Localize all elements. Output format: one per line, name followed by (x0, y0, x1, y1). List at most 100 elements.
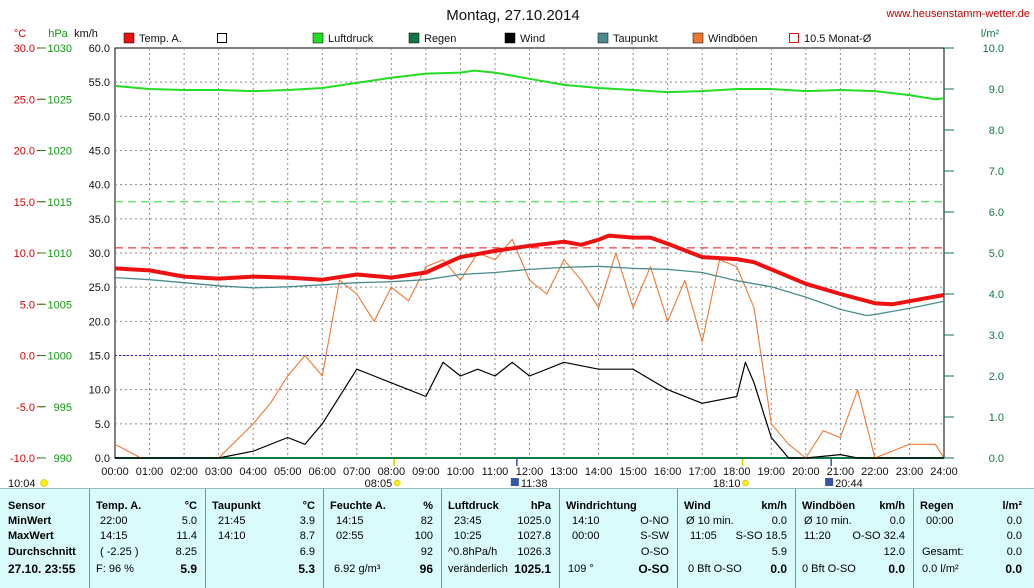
windboeen-unit: km/h (879, 500, 905, 512)
time-tick-label: 00:00 (101, 466, 129, 478)
kmh-tick-label: 60.0 (89, 43, 110, 55)
windrichtung-max-value: S-SW (640, 530, 669, 542)
temp-humidity: F: 96 % (96, 563, 134, 575)
stats-col-wind: Wind km/h Ø 10 min. 0.0 11:05 S-SO 18.5 5.9… (678, 489, 796, 588)
feuchte-absolute: 6.92 g/m³ (334, 563, 381, 575)
windboeen-max-value: O-SO 32.4 (852, 530, 905, 542)
row-label-avg: Durchschnitt (8, 546, 76, 558)
legend-swatch (217, 33, 227, 43)
taupunkt-max-value: 8.7 (299, 530, 315, 542)
stats-col-windboeen: Windböen km/h Ø 10 min. 0.0 11:20 O-SO 32.4… (796, 489, 914, 588)
time-tick-label: 17:00 (688, 466, 716, 478)
windrichtung-current: O-SO (638, 562, 669, 576)
stats-col-feuchte: Feuchte A.% 14:15 82 02:55 100 92 6.92 g/m… (324, 489, 442, 588)
feuchte-min-value: 82 (420, 515, 433, 527)
wind-current: 0.0 (770, 562, 787, 576)
luftdruck-min-time: 23:45 (454, 515, 482, 527)
stats-col-luftdruck: Luftdruck hPa 23:45 1025.0 10:25 1027.8 ^0.… (442, 489, 560, 588)
rain-tick-label: 1.0 (989, 412, 1004, 424)
legend-swatch (312, 32, 324, 44)
luftdruck-unit: hPa (530, 500, 551, 512)
time-tick-label: 09:00 (412, 466, 440, 478)
stats-col-windrichtung: Windrichtung 14:10 O-NO 00:00 S-SW O-SO 10… (560, 489, 678, 588)
weather-chart: Montag, 27.10.2014 www.heusenstamm-wette… (8, 7, 1030, 488)
legend-label: 10.5 Monat-Ø (804, 33, 872, 45)
kmh-tick-label: 45.0 (89, 146, 110, 158)
row-label-min: MinWert (8, 515, 52, 527)
series-line-tempa (114, 233, 945, 307)
temp-tick-label: 25.0 (14, 94, 35, 106)
feuchte-max-value: 100 (414, 530, 433, 542)
moon-icon (510, 478, 519, 486)
hpa-tick-label: 1030 (48, 43, 72, 55)
taupunkt-min-time: 21:45 (218, 515, 246, 527)
time-tick-label: 08:00 (378, 466, 406, 478)
luftdruck-max-time: 10:25 (454, 530, 482, 542)
taupunkt-min-value: 3.9 (299, 515, 315, 527)
grid (115, 48, 944, 458)
hpa-tick-label: 1010 (48, 248, 72, 260)
legend-label: Temp. A. (139, 33, 182, 45)
windrichtung-max-time: 00:00 (572, 530, 600, 542)
temp-tick-label: 15.0 (14, 197, 35, 209)
stats-col-regen: Regen l/m² 00:00 0.0 0.0 Gesamt: 0.0 0.0 l/… (914, 489, 1034, 588)
site-url[interactable]: www.heusenstamm-wetter.de (885, 8, 1030, 20)
legend-swatch (692, 32, 704, 44)
wind-min-note: Ø 10 min. (686, 515, 734, 527)
timestamp: 27.10. 23:55 (8, 562, 76, 576)
kmh-tick-label: 5.0 (95, 419, 110, 431)
luftdruck-header: Luftdruck (448, 500, 499, 512)
temp-header: Temp. A. (96, 500, 142, 512)
feuchte-avg-value: 92 (420, 546, 433, 558)
temp-current: 5.9 (180, 562, 197, 576)
time-tick-label: 24:00 (930, 466, 958, 478)
kmh-tick-label: 0.0 (95, 453, 110, 465)
hpa-tick-label: 1025 (48, 94, 72, 106)
temp-tick-label: 0.0 (20, 351, 35, 363)
taupunkt-unit: °C (302, 500, 315, 512)
wind-max-value: S-SO 18.5 (735, 530, 787, 542)
legend-label: Luftdruck (328, 33, 374, 45)
time-tick-label: 16:00 (654, 466, 682, 478)
luftdruck-avg-value: 1026.3 (517, 546, 551, 558)
luftdruck-tendency: veränderlich (448, 563, 508, 575)
marker-label: 11:38 (521, 478, 548, 488)
regen-rate: 0.0 l/m² (922, 563, 959, 575)
luftdruck-current: 1025.1 (514, 562, 551, 576)
time-tick-label: 06:00 (308, 466, 336, 478)
legend-label: Wind (520, 33, 545, 45)
time-tick-label: 03:00 (205, 466, 233, 478)
hpa-tick-label: 1015 (48, 197, 72, 209)
hpa-tick-label: 995 (54, 402, 72, 414)
temp-max-value: 11.4 (176, 530, 197, 542)
time-tick-label: 01:00 (136, 466, 164, 478)
temp-tick-label: -5.0 (16, 402, 35, 414)
time-tick-label: 18:00 (723, 466, 751, 478)
sun-icon (742, 479, 749, 487)
luftdruck-trend: ^0.8hPa/h (448, 546, 498, 558)
taupunkt-current: 5.3 (298, 562, 315, 576)
legend-swatch (504, 32, 516, 44)
temp-avg-value: 8.25 (175, 546, 197, 558)
feuchte-unit: % (423, 500, 433, 512)
unit-rain: l/m² (981, 28, 1000, 40)
marker-label: 10:04 (8, 478, 36, 488)
windboeen-min-note: Ø 10 min. (804, 515, 852, 527)
legend-swatch (789, 33, 799, 43)
stats-col-temp: Temp. A. °C 22:00 5.0 14:15 11.4 ( -2.25 ) 8… (90, 489, 206, 588)
time-tick-label: 10:00 (447, 466, 475, 478)
stats-col-sensor: Sensor MinWert MaxWert Durchschnitt 27.1… (0, 489, 90, 588)
regen-total-value: 0.0 (1006, 546, 1022, 558)
time-tick-label: 19:00 (758, 466, 786, 478)
luftdruck-max-value: 1027.8 (517, 530, 551, 542)
temp-min-time: 22:00 (100, 515, 128, 527)
wind-avg-value: 5.9 (771, 546, 787, 558)
regen-current: 0.0 (1005, 562, 1022, 576)
rain-tick-label: 9.0 (989, 84, 1004, 96)
temp-max-time: 14:15 (100, 530, 128, 542)
windboeen-min-value: 0.0 (889, 515, 905, 527)
marker-label: 20:44 (835, 478, 863, 488)
windboeen-beaufort: 0 Bft O-SO (802, 563, 856, 575)
time-tick-label: 11:00 (482, 466, 509, 478)
rain-tick-label: 2.0 (989, 371, 1004, 383)
